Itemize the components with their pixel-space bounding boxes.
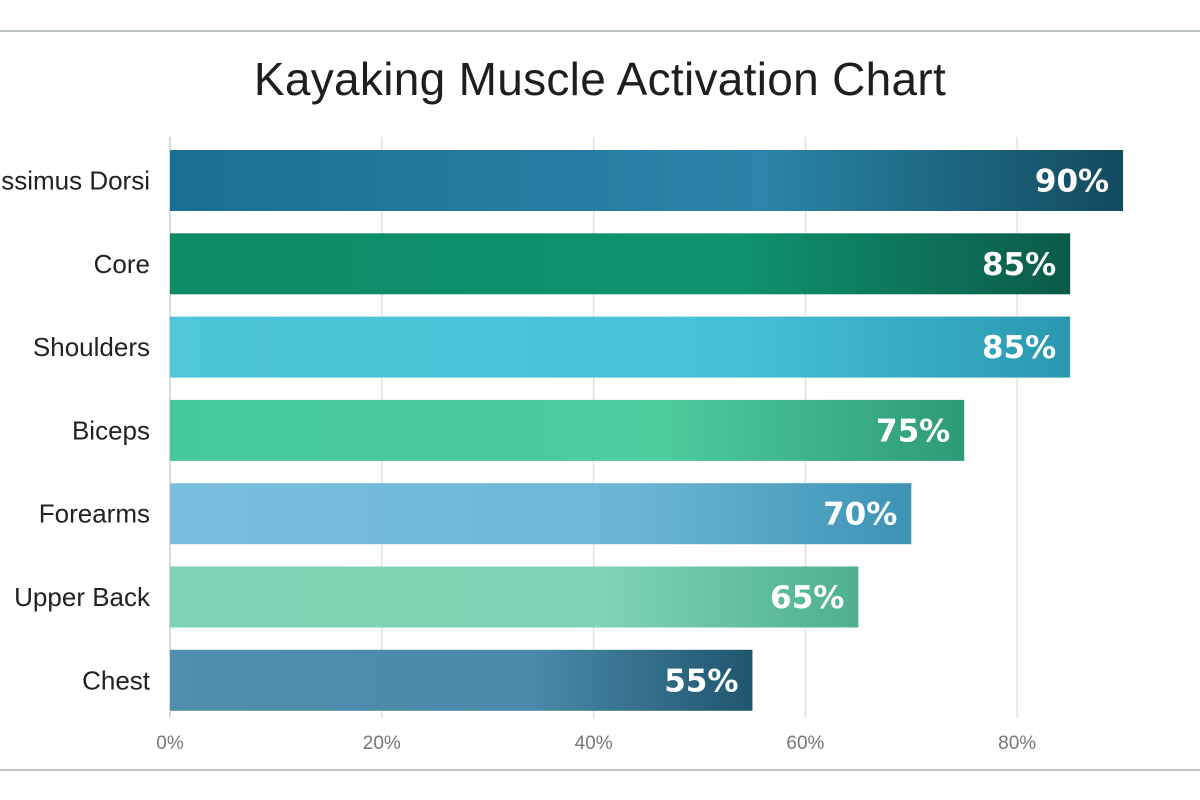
bar-value-label: 85% xyxy=(982,330,1056,366)
bars xyxy=(170,150,1124,711)
chart-title: Kayaking Muscle Activation Chart xyxy=(253,53,947,105)
bar-value-label: 70% xyxy=(823,497,897,533)
x-tick-label: 40% xyxy=(575,733,613,754)
category-label: Core xyxy=(94,249,150,279)
category-label: Forearms xyxy=(39,499,150,529)
bar-value-label: 65% xyxy=(770,580,844,616)
bar-value-label: 75% xyxy=(876,413,950,449)
bar xyxy=(170,649,753,711)
bar xyxy=(170,566,859,628)
bar xyxy=(170,150,1124,211)
bar-value-label: 90% xyxy=(1035,164,1109,200)
category-label: Biceps xyxy=(72,415,150,445)
category-label: Upper Back xyxy=(14,582,151,612)
x-tick-label: 80% xyxy=(998,733,1036,754)
bar xyxy=(170,399,965,461)
frame-bottom-border xyxy=(0,769,1200,771)
bar xyxy=(170,233,1071,295)
category-label: Latissimus Dorsi xyxy=(0,166,150,196)
bar-value-label: 85% xyxy=(982,247,1056,283)
x-tick-label: 20% xyxy=(363,733,401,754)
category-label: Shoulders xyxy=(33,332,150,362)
x-tick-label: 0% xyxy=(156,733,184,754)
bar-value-label: 55% xyxy=(664,663,738,699)
bar xyxy=(170,316,1071,378)
labels: 0% 20% 40% 60% 80% 90% Latissimus Dorsi 85% Core… xyxy=(0,164,1109,755)
category-label: Chest xyxy=(82,665,151,695)
x-tick-label: 60% xyxy=(786,733,824,754)
frame-top-border xyxy=(0,30,1200,32)
bar xyxy=(170,483,912,545)
